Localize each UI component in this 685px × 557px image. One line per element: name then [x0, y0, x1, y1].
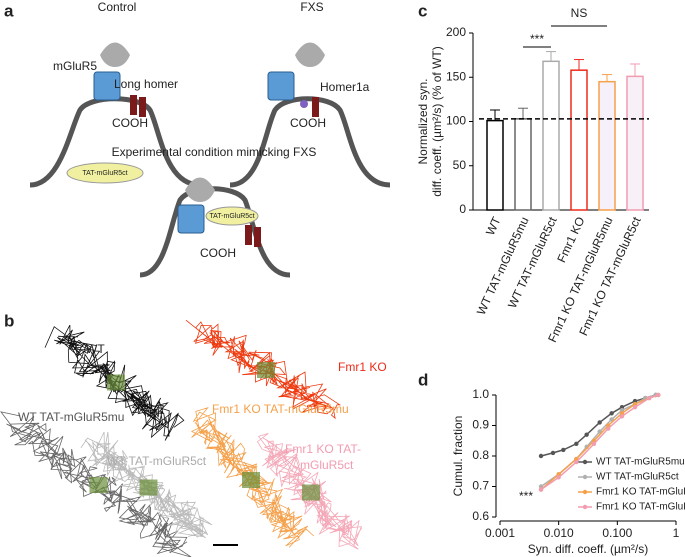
- x-axis-label: Syn. diff. coeff. (µm²/s): [528, 542, 649, 556]
- diagram-label: COOH: [200, 246, 236, 260]
- legend-label: WT TAT-mGluR5ct: [596, 472, 679, 483]
- x-tick-label: WT: [483, 214, 504, 237]
- sig-label: ***: [530, 32, 544, 46]
- x-tick-label: 0.100: [602, 526, 632, 540]
- y-axis-label: Normalized syn.: [416, 78, 430, 164]
- data-point: [584, 432, 589, 437]
- y-tick-label: 0.6: [472, 509, 489, 523]
- bar: [570, 69, 588, 211]
- trajectory-label: mGluR5ct: [300, 458, 354, 472]
- data-point: [606, 426, 611, 431]
- data-point: [647, 395, 652, 401]
- diagram-label: Long homer: [114, 77, 178, 91]
- diagram-label: TAT-mGluR5ct: [82, 170, 127, 177]
- y-tick-label: 0.7: [472, 479, 489, 493]
- trajectory-label: Fmr1 KO: [338, 360, 387, 374]
- diagram-label: Homer1a: [320, 80, 370, 94]
- y-tick-label: 0.8: [472, 448, 489, 462]
- annotation: ***: [519, 489, 533, 503]
- panel-label: c: [418, 1, 427, 20]
- data-point: [619, 405, 625, 410]
- data-point: [632, 401, 638, 407]
- synapse: [89, 477, 108, 493]
- data-point: [656, 392, 661, 398]
- diagram-label: COOH: [290, 116, 326, 130]
- data-point: [538, 487, 544, 492]
- data-point: [632, 398, 638, 404]
- data-point: [632, 405, 638, 410]
- trajectory: [44, 324, 185, 441]
- synapse: [302, 484, 320, 501]
- sig-label: NS: [571, 6, 588, 20]
- y-axis-label: diff. coeff. (µm²/s) (% of WT): [430, 46, 444, 197]
- synapse: [139, 479, 158, 496]
- panel-label: b: [4, 311, 14, 330]
- bar: [514, 118, 532, 211]
- y-tick-label: 1.0: [472, 387, 489, 401]
- trajectory: [185, 319, 342, 420]
- x-tick-label: 1: [673, 526, 680, 540]
- bar: [598, 80, 616, 211]
- bar: [626, 75, 644, 211]
- data-point: [556, 475, 561, 480]
- diagram-label: mGluR5: [53, 59, 97, 73]
- y-axis-label: Cumul. fraction: [451, 416, 465, 497]
- data-point: [609, 411, 614, 416]
- synapse: [242, 472, 260, 488]
- trajectory-label: WT: [86, 342, 105, 356]
- data-point: [574, 441, 579, 446]
- data-point: [556, 472, 561, 477]
- data-point: [619, 408, 625, 413]
- synapse: [257, 362, 275, 378]
- data-point: [538, 484, 544, 489]
- trajectory: [190, 407, 315, 548]
- trajectory-label: WT TAT-mGluR5ct: [107, 454, 207, 468]
- trajectory-label: WT TAT-mGluR5mu: [18, 410, 124, 424]
- bar: [542, 60, 560, 211]
- y-tick-label: 50: [453, 158, 467, 172]
- legend-marker: [582, 459, 588, 465]
- legend-marker: [582, 504, 588, 510]
- trajectories: [0, 319, 363, 557]
- x-tick-label: 0.001: [485, 526, 515, 540]
- trajectory-label: Fmr1 KO TAT-: [285, 442, 361, 456]
- diagram-label: Control: [98, 0, 137, 14]
- synapse: [107, 374, 125, 391]
- diagram-label: COOH: [112, 116, 148, 130]
- diagram-label: FXS: [300, 0, 323, 14]
- trajectory: [80, 431, 213, 539]
- y-tick-label: 100: [446, 114, 466, 128]
- legend-label: Fmr1 KO TAT-mGluR5mu: [596, 487, 685, 498]
- data-point: [619, 411, 625, 416]
- legend-marker: [582, 474, 588, 480]
- diagram: [29, 42, 391, 278]
- trajectory-label: Fmr1 KO TAT-mGluR5mu: [212, 402, 349, 416]
- data-point: [574, 459, 579, 465]
- x-tick-label: 0.010: [544, 526, 574, 540]
- legend-label: Fmr1 KO TAT-mGluR5ct: [596, 502, 685, 513]
- panel-label: a: [4, 1, 14, 20]
- bar: [486, 119, 504, 211]
- y-tick-label: 0.9: [472, 418, 489, 432]
- data-point: [591, 441, 597, 446]
- legend-marker: [582, 489, 588, 495]
- y-tick-label: 0: [459, 202, 466, 216]
- data-point: [561, 447, 566, 453]
- y-tick-label: 200: [446, 25, 466, 39]
- diagram-label: TAT-mGluR5ct: [209, 213, 254, 220]
- legend-label: WT TAT-mGluR5mu: [596, 457, 685, 468]
- diagram-label: Experimental condition mimicking FXS: [112, 145, 317, 159]
- y-tick-label: 150: [446, 69, 466, 83]
- data-point: [619, 414, 625, 419]
- panel-label: d: [418, 370, 428, 389]
- data-point: [597, 420, 602, 425]
- data-point: [550, 450, 556, 456]
- data-point: [538, 453, 544, 459]
